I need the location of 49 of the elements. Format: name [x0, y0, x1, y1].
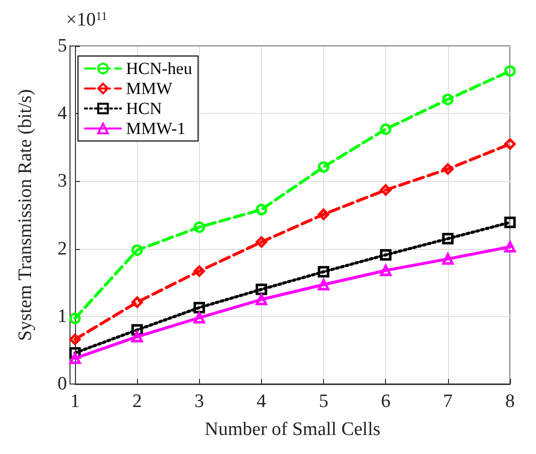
point — [131, 296, 143, 308]
legend-label: HCN — [126, 99, 162, 118]
point — [442, 253, 454, 265]
x-tick-label: 8 — [505, 391, 515, 412]
point — [69, 312, 81, 324]
x-tick-label: 6 — [380, 391, 390, 412]
point — [69, 352, 81, 364]
y-tick-label: 3 — [58, 170, 67, 192]
point — [380, 123, 392, 135]
point — [131, 330, 143, 342]
point — [318, 278, 330, 290]
point — [256, 236, 268, 248]
x-tick-label: 2 — [132, 391, 142, 412]
x-tick-label: 3 — [194, 391, 204, 412]
point — [131, 244, 143, 256]
point — [504, 65, 516, 77]
point — [256, 284, 268, 296]
point — [442, 232, 454, 244]
legend-label: MMW-1 — [126, 119, 186, 138]
y-tick-label: 4 — [58, 103, 68, 124]
point — [194, 221, 206, 233]
point — [380, 264, 392, 276]
x-tick-label: 4 — [256, 391, 267, 412]
point — [318, 161, 330, 173]
point — [69, 334, 81, 346]
point — [380, 249, 392, 261]
point — [442, 163, 454, 175]
point — [256, 204, 268, 216]
point — [318, 266, 330, 278]
point — [194, 265, 206, 277]
point — [318, 208, 330, 220]
point — [194, 312, 206, 324]
point — [504, 216, 516, 228]
y-tick-label: 2 — [58, 238, 67, 260]
legend-label: HCN-heu — [126, 59, 193, 78]
legend-label: MMW — [126, 79, 174, 98]
x-axis-title: Number of Small Cells — [204, 419, 380, 440]
point — [442, 94, 454, 106]
point — [504, 241, 516, 253]
x-tick-label: 5 — [318, 391, 328, 412]
point — [194, 302, 206, 314]
y-tick-label: 0 — [58, 374, 67, 394]
y-tick-label: 1 — [58, 306, 67, 327]
x-tick-label: 7 — [443, 391, 453, 412]
y-axis-title: System Transmission Rate (bit/s) — [15, 89, 36, 341]
point — [256, 294, 268, 306]
y-tick-label: 5 — [58, 36, 67, 56]
point — [380, 184, 392, 196]
point — [504, 138, 516, 150]
